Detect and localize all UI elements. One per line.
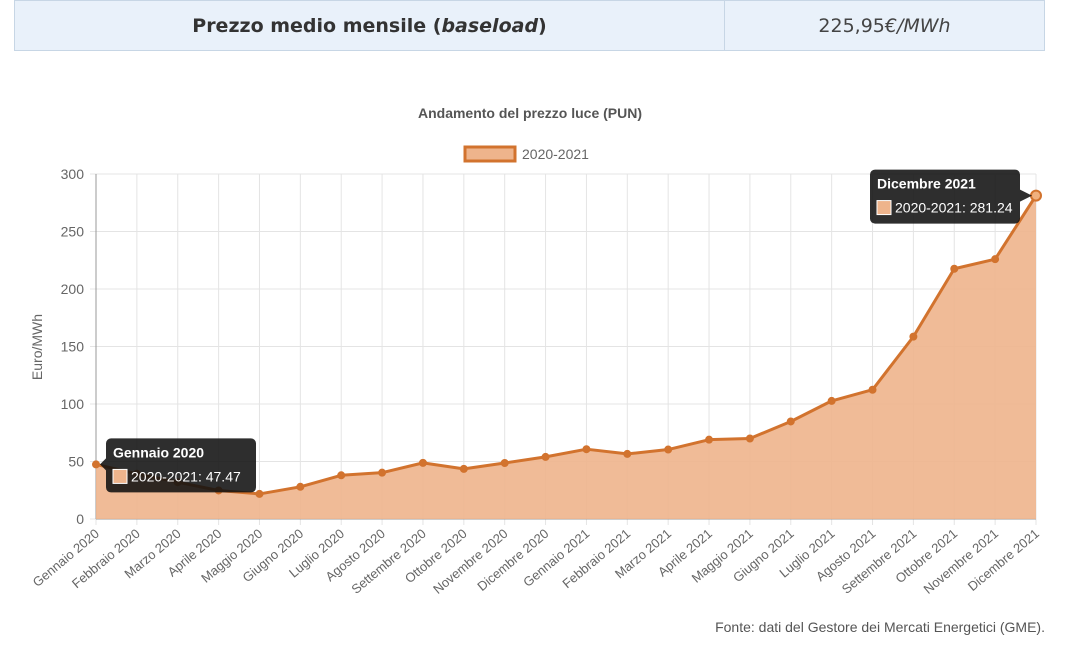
source-note: Fonte: dati del Gestore dei Mercati Ener… bbox=[715, 619, 1045, 635]
data-point bbox=[582, 445, 591, 454]
data-point bbox=[541, 452, 550, 461]
series-area bbox=[96, 195, 1036, 519]
data-point bbox=[705, 435, 714, 444]
data-point bbox=[827, 396, 836, 405]
price-value-unit: €/MWh bbox=[884, 14, 951, 37]
data-point bbox=[296, 482, 305, 491]
tooltip-title: Gennaio 2020 bbox=[113, 444, 204, 460]
data-point bbox=[459, 464, 468, 473]
data-point bbox=[950, 264, 959, 273]
price-value-number: 225,95 bbox=[818, 14, 885, 37]
data-point bbox=[1030, 189, 1042, 202]
y-tick-label: 250 bbox=[61, 224, 85, 240]
data-point bbox=[378, 468, 387, 477]
tooltip-text: 2020-2021: 47.47 bbox=[131, 468, 241, 484]
x-tick-label: Dicembre 2021 bbox=[965, 526, 1042, 594]
tooltip-swatch bbox=[112, 468, 128, 484]
price-label-text: Prezzo medio mensile ( bbox=[192, 14, 442, 37]
data-point bbox=[991, 255, 1000, 264]
chart-title: Andamento del prezzo luce (PUN) bbox=[418, 105, 642, 121]
data-point bbox=[255, 489, 264, 498]
data-point bbox=[623, 449, 632, 458]
tooltip-box bbox=[106, 438, 256, 493]
y-tick-label: 150 bbox=[61, 339, 85, 355]
tooltip-swatch bbox=[876, 200, 892, 216]
data-point bbox=[500, 458, 509, 467]
legend-label: 2020-2021 bbox=[522, 146, 589, 162]
price-value-cell: 225,95 €/MWh bbox=[725, 1, 1044, 50]
tooltip-arrow bbox=[100, 458, 106, 471]
price-label-italic: baseload bbox=[441, 14, 539, 37]
series-line bbox=[95, 194, 1038, 496]
price-label-close: ) bbox=[538, 14, 547, 37]
data-point bbox=[418, 458, 427, 467]
tooltip-arrow bbox=[1020, 189, 1032, 202]
data-point bbox=[745, 434, 754, 443]
x-tick-label: Dicembre 2020 bbox=[474, 526, 551, 594]
y-tick-label: 100 bbox=[61, 396, 85, 412]
tooltip-text: 2020-2021: 281.24 bbox=[895, 200, 1013, 216]
y-tick-label: 200 bbox=[61, 281, 85, 297]
legend-swatch bbox=[463, 145, 517, 163]
data-point bbox=[786, 417, 795, 426]
y-tick-label: 300 bbox=[61, 166, 85, 182]
y-tick-label: 50 bbox=[68, 454, 84, 470]
tooltip-title: Dicembre 2021 bbox=[877, 176, 976, 192]
tooltip-box bbox=[870, 169, 1020, 224]
y-axis-label: Euro/MWh bbox=[29, 314, 45, 380]
y-tick-label: 0 bbox=[76, 511, 84, 527]
data-point bbox=[664, 445, 673, 454]
data-point bbox=[337, 471, 346, 480]
data-point bbox=[868, 385, 877, 394]
data-point bbox=[909, 332, 918, 341]
price-label-cell: Prezzo medio mensile (baseload) bbox=[15, 1, 725, 50]
data-point bbox=[92, 460, 100, 469]
price-summary-table: Prezzo medio mensile (baseload) 225,95 €… bbox=[14, 0, 1045, 51]
